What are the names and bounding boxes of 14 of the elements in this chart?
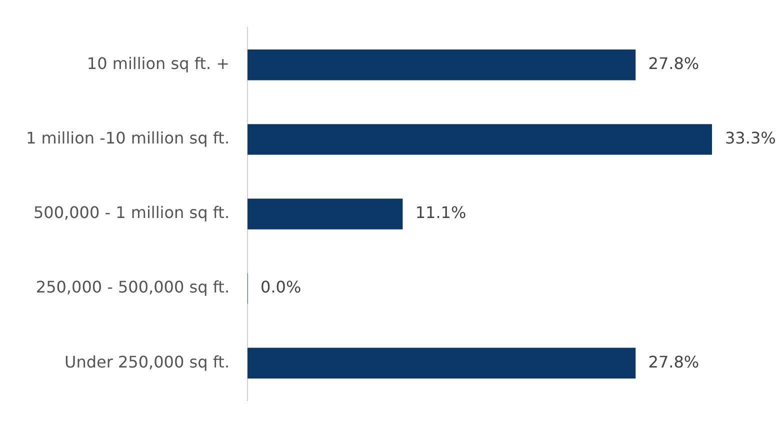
bar [248,348,636,378]
bar [248,124,712,155]
data-label: 11.1% [415,203,466,222]
y-tick-label: 10 million sq ft. + [86,54,230,74]
data-label: 33.3% [725,128,776,148]
data-label: 27.8% [648,352,700,372]
y-tick-label: 1 million -10 million sq ft. [26,128,230,148]
y-tick-label: Under 250,000 sq ft. [64,352,230,372]
data-label: 27.8% [648,54,700,74]
data-label: 0.0% [260,278,302,297]
bar [248,50,636,80]
bar [248,198,403,230]
y-tick-label: 250,000 - 500,000 sq ft. [36,278,230,297]
y-tick-label: 500,000 - 1 million sq ft. [33,203,230,222]
